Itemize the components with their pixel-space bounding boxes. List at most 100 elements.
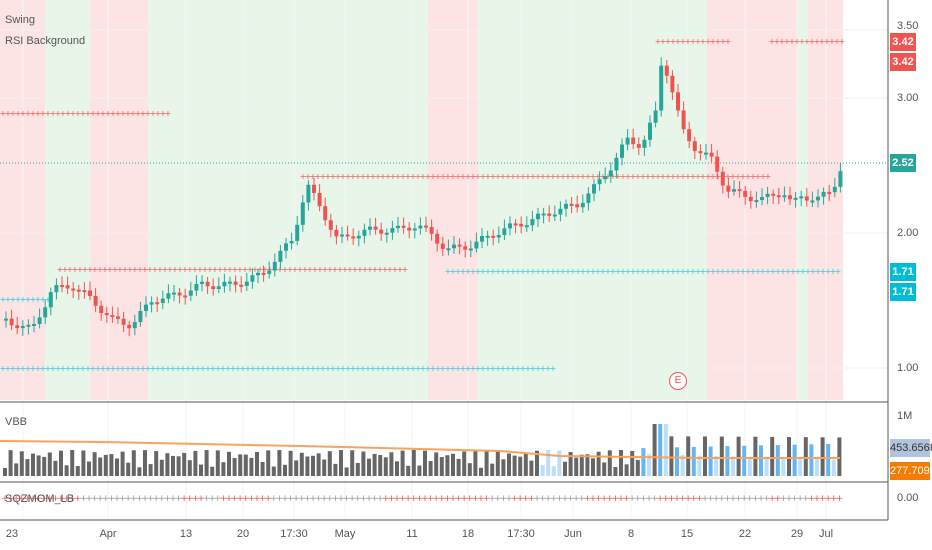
volume-bar bbox=[529, 460, 534, 476]
momentum-dot: + bbox=[444, 494, 452, 504]
earnings-marker[interactable]: E bbox=[669, 372, 687, 390]
swing-level-mark: + bbox=[60, 109, 67, 118]
candle-body bbox=[788, 195, 792, 200]
momentum-dot: + bbox=[292, 494, 300, 504]
momentum-dot: + bbox=[578, 494, 586, 504]
swing-level-mark: + bbox=[155, 109, 162, 118]
swing-level-mark: + bbox=[370, 172, 377, 181]
momentum-dot: + bbox=[752, 494, 760, 504]
volume-bar bbox=[288, 450, 293, 476]
momentum-dot: + bbox=[662, 494, 670, 504]
volume-bar bbox=[389, 452, 394, 476]
volume-average-line bbox=[0, 440, 840, 459]
momentum-dot: + bbox=[192, 494, 200, 504]
volume-bar bbox=[831, 459, 836, 476]
volume-bar bbox=[3, 468, 7, 476]
swing-level-mark: + bbox=[495, 267, 502, 276]
momentum-dot: + bbox=[472, 494, 480, 504]
swing-level-mark: + bbox=[395, 172, 402, 181]
indicator-label-rsi-background[interactable]: RSI Background bbox=[5, 35, 86, 47]
swing-level-mark: + bbox=[300, 364, 307, 373]
swing-level-mark: + bbox=[325, 364, 332, 373]
candle-body bbox=[160, 298, 165, 303]
swing-level-mark: + bbox=[110, 364, 117, 373]
price-badge-swing-low: 1.71 bbox=[890, 263, 916, 281]
swing-level-mark: + bbox=[330, 172, 337, 181]
candle-body bbox=[244, 281, 249, 286]
swing-level-mark: + bbox=[650, 267, 657, 276]
candle-body bbox=[541, 213, 546, 216]
swing-level-mark: + bbox=[585, 267, 592, 276]
swing-level-mark: + bbox=[10, 295, 17, 304]
momentum-dot: + bbox=[85, 494, 93, 504]
swing-level-mark: + bbox=[290, 364, 297, 373]
candle-body bbox=[816, 196, 820, 201]
swing-level-mark: + bbox=[80, 109, 87, 118]
volume-bar bbox=[719, 436, 724, 476]
swing-level-mark: + bbox=[480, 364, 487, 373]
volume-bar bbox=[283, 464, 287, 476]
volume-bar bbox=[697, 455, 702, 476]
volume-bar bbox=[243, 454, 248, 476]
swing-level-mark: + bbox=[535, 364, 542, 373]
candle-body bbox=[760, 196, 764, 201]
candle-body bbox=[272, 261, 277, 271]
swing-level-mark: + bbox=[520, 364, 527, 373]
momentum-dot: + bbox=[595, 494, 603, 504]
indicator-label-swing[interactable]: Swing bbox=[5, 14, 35, 26]
momentum-dot: + bbox=[438, 494, 446, 504]
price-badge-swing-high: 3.42 bbox=[890, 33, 916, 51]
momentum-dot: + bbox=[494, 494, 502, 504]
candle-body bbox=[765, 193, 770, 197]
swing-level-mark: + bbox=[570, 267, 577, 276]
swing-level-mark: + bbox=[50, 109, 57, 118]
candle-body bbox=[121, 318, 126, 325]
momentum-dot: + bbox=[68, 494, 76, 504]
swing-level-mark: + bbox=[45, 109, 52, 118]
candle-body bbox=[552, 214, 557, 217]
swing-level-mark: + bbox=[35, 109, 42, 118]
swing-level-mark: + bbox=[695, 37, 702, 46]
swing-level-mark: + bbox=[640, 172, 647, 181]
candle-body bbox=[138, 310, 143, 323]
candle-body bbox=[295, 224, 300, 241]
swing-level-mark: + bbox=[600, 172, 607, 181]
swing-level-mark: + bbox=[804, 37, 811, 46]
candle-body bbox=[715, 156, 720, 172]
indicator-label-vbb[interactable]: VBB bbox=[5, 416, 28, 428]
candle-body bbox=[43, 307, 48, 318]
swing-level-mark: + bbox=[217, 265, 224, 274]
volume-bar bbox=[708, 446, 713, 476]
swing-level-mark: + bbox=[115, 109, 122, 118]
swing-level-mark: + bbox=[670, 267, 677, 276]
swing-level-mark: + bbox=[170, 364, 177, 373]
swing-level-mark: + bbox=[530, 364, 537, 373]
swing-level-mark: + bbox=[287, 265, 294, 274]
candle-body bbox=[401, 225, 406, 228]
swing-level-mark: + bbox=[670, 37, 677, 46]
momentum-dot: + bbox=[343, 494, 351, 504]
momentum-dot: + bbox=[584, 494, 592, 504]
candle-body bbox=[586, 193, 591, 203]
swing-level-mark: + bbox=[799, 37, 806, 46]
momentum-dot: + bbox=[774, 494, 782, 504]
indicator-label-sqzmom[interactable]: SQZMOM_LB bbox=[5, 493, 75, 505]
volume-bar bbox=[820, 437, 825, 476]
swing-level-mark: + bbox=[625, 172, 632, 181]
swing-level-mark: + bbox=[465, 364, 472, 373]
volume-bar bbox=[428, 461, 433, 476]
candle-body bbox=[754, 200, 759, 203]
swing-level-mark: + bbox=[120, 109, 127, 118]
swing-level-mark: + bbox=[410, 172, 417, 181]
momentum-dot: + bbox=[640, 494, 648, 504]
swing-level-mark: + bbox=[240, 364, 247, 373]
momentum-dot: + bbox=[29, 494, 37, 504]
swing-level-mark: + bbox=[10, 364, 17, 373]
swing-level-mark: + bbox=[247, 265, 254, 274]
swing-level-mark: + bbox=[550, 172, 557, 181]
swing-level-mark: + bbox=[377, 265, 384, 274]
rsi-zone bbox=[428, 0, 478, 400]
swing-level-mark: + bbox=[705, 37, 712, 46]
swing-level-mark: + bbox=[490, 267, 497, 276]
